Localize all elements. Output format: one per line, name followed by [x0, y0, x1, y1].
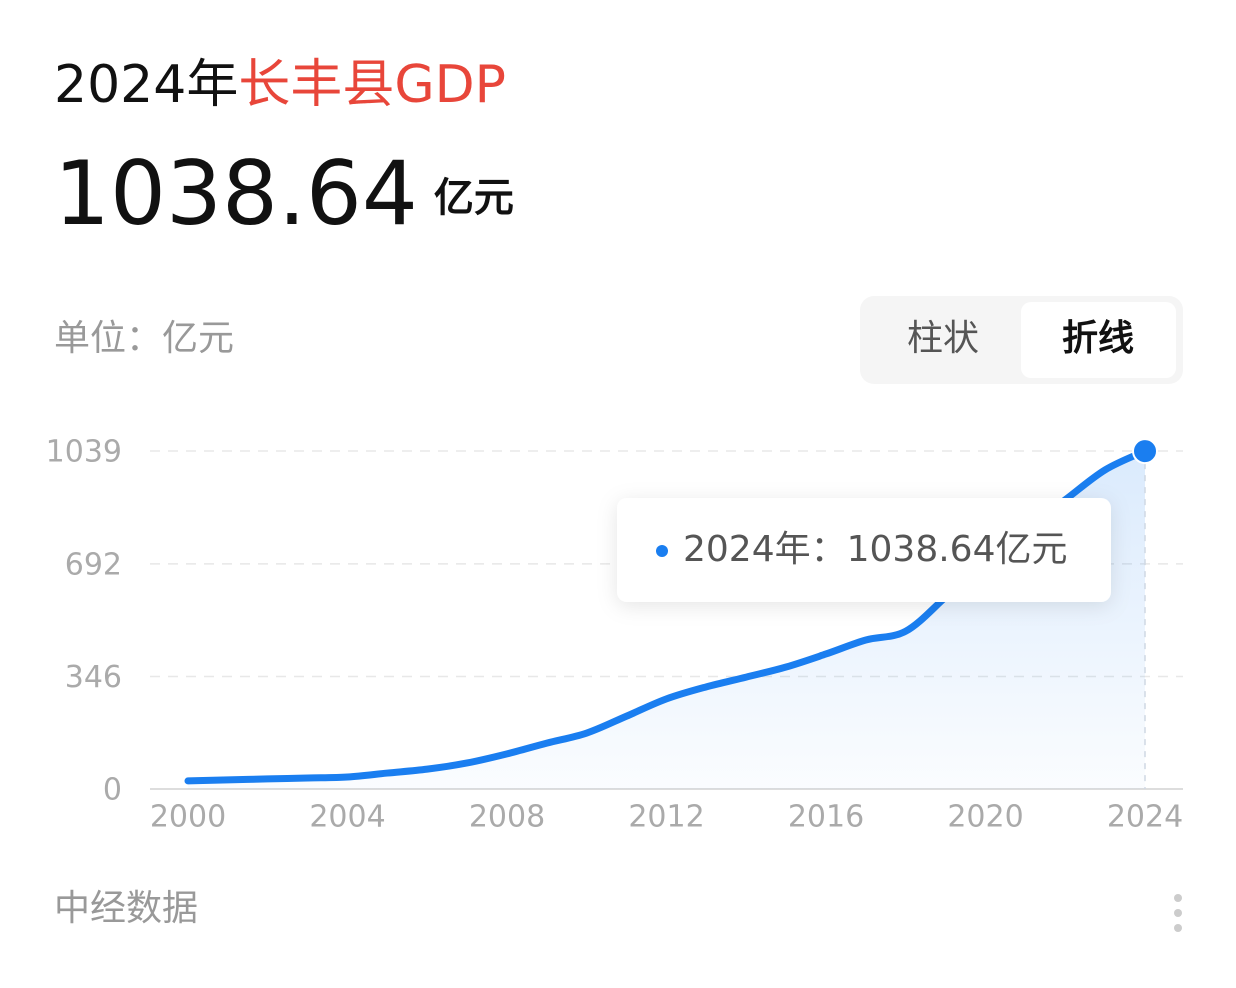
- x-tick-label: 2020: [947, 800, 1023, 835]
- y-tick-label: 692: [65, 547, 122, 582]
- toggle-option[interactable]: 折线: [1062, 318, 1134, 359]
- x-tick-label: 2000: [150, 800, 226, 835]
- y-tick-label: 0: [103, 773, 122, 808]
- highlight-point: [1132, 438, 1158, 465]
- source: 中经数据: [54, 888, 198, 929]
- tooltip: [617, 498, 1111, 602]
- title-year: 2024年: [54, 55, 238, 115]
- y-tick-label: 1039: [46, 435, 122, 470]
- tooltip-box: [617, 498, 1111, 602]
- menu-dot: [1174, 894, 1182, 902]
- unit-label: 单位：亿元: [54, 318, 234, 359]
- chart: 0 346 692 1039 2000 2004 2008 2012 2016 2020 2024: [46, 435, 1184, 835]
- menu-dot: [1174, 909, 1182, 917]
- title-region: 长丰县GDP: [238, 55, 506, 115]
- headline-value: 1038.64 亿元: [54, 142, 514, 245]
- x-tick-label: 2024: [1107, 800, 1183, 835]
- menu-dot: [1174, 924, 1182, 932]
- tooltip-text: 2024年：1038.64亿元: [683, 529, 1068, 570]
- area: [188, 451, 1145, 789]
- x-tick-label: 2016: [788, 800, 864, 835]
- x-tick-label: 2012: [628, 800, 704, 835]
- value-unit: 亿元: [434, 175, 514, 221]
- toggle-option[interactable]: 柱状: [907, 318, 979, 359]
- value: 1038.64: [54, 142, 418, 245]
- x-tick-label: 2008: [469, 800, 545, 835]
- y-tick-label: 346: [65, 660, 122, 695]
- toggle-options: 柱状 折线: [907, 302, 1176, 378]
- toggle-selected: [1021, 302, 1176, 378]
- more-menu[interactable]: [1174, 894, 1182, 932]
- title: 2024年长丰县GDP: [54, 55, 506, 115]
- tooltip-dot: [656, 545, 668, 557]
- x-tick-label: 2004: [309, 800, 385, 835]
